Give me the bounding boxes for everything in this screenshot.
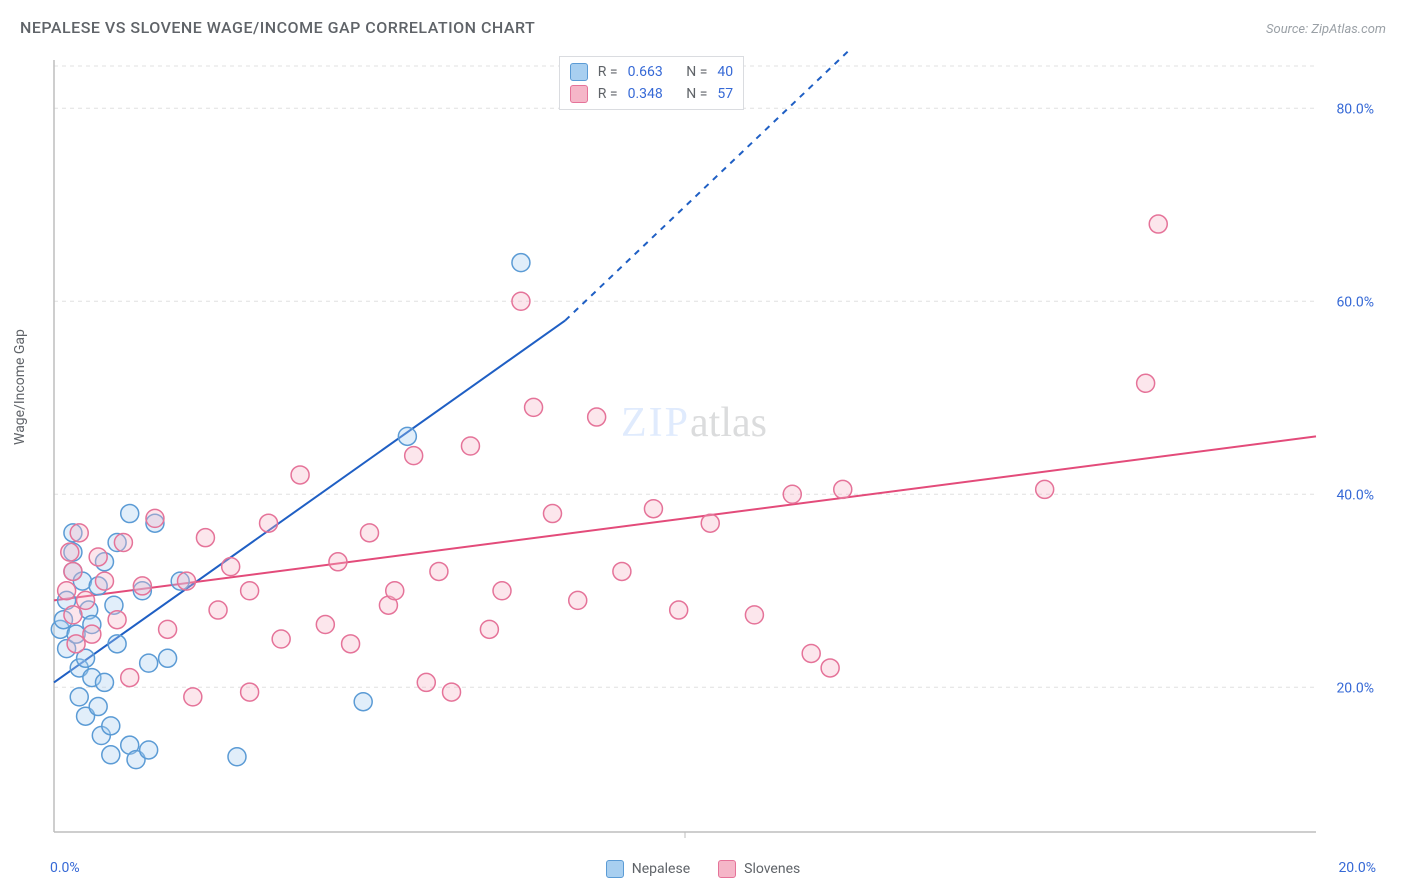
legend-swatch	[606, 860, 624, 878]
legend-item: Nepalese	[606, 860, 690, 878]
data-point	[140, 654, 158, 672]
data-point	[443, 683, 461, 701]
data-point	[89, 548, 107, 566]
data-point	[67, 635, 85, 653]
y-tick-label: 40.0%	[1336, 487, 1374, 503]
data-point	[701, 514, 719, 532]
data-point	[95, 673, 113, 691]
data-point	[316, 616, 334, 634]
legend-swatch	[570, 85, 588, 103]
data-point	[89, 698, 107, 716]
data-point	[133, 577, 151, 595]
data-point	[386, 582, 404, 600]
y-axis-label: Wage/Income Gap	[12, 329, 28, 445]
data-point	[260, 514, 278, 532]
n-label: N =	[686, 64, 707, 80]
data-point	[480, 620, 498, 638]
correlation-row: R = 0.348 N = 57	[570, 83, 733, 105]
r-value: 0.663	[628, 64, 663, 80]
data-point	[58, 582, 76, 600]
data-point	[184, 688, 202, 706]
data-point	[209, 601, 227, 619]
data-point	[121, 505, 139, 523]
data-point	[405, 447, 423, 465]
data-point	[525, 398, 543, 416]
data-point	[461, 437, 479, 455]
data-point	[588, 408, 606, 426]
data-point	[159, 649, 177, 667]
data-point	[228, 748, 246, 766]
data-point	[102, 746, 120, 764]
data-point	[802, 644, 820, 662]
y-tick-label: 80.0%	[1336, 101, 1374, 117]
data-point	[745, 606, 763, 624]
chart-container: Wage/Income Gap 20.0%40.0%60.0%80.0% ZIP…	[20, 50, 1386, 880]
y-tick-label: 20.0%	[1336, 680, 1374, 696]
legend-item: Slovenes	[718, 860, 800, 878]
data-point	[493, 582, 511, 600]
data-point	[64, 562, 82, 580]
n-label: N =	[686, 86, 707, 102]
legend-swatch	[570, 63, 588, 81]
data-point	[361, 524, 379, 542]
legend-label: Nepalese	[632, 861, 690, 877]
trend-line	[54, 436, 1316, 600]
data-point	[821, 659, 839, 677]
correlation-row: R = 0.663 N = 40	[570, 61, 733, 83]
data-point	[512, 254, 530, 272]
data-point	[241, 582, 259, 600]
data-point	[83, 625, 101, 643]
r-label: R =	[598, 64, 618, 80]
data-point	[95, 572, 113, 590]
data-point	[417, 673, 435, 691]
n-value: 40	[717, 64, 733, 80]
r-label: R =	[598, 86, 618, 102]
data-point	[354, 693, 372, 711]
data-point	[102, 717, 120, 735]
data-point	[670, 601, 688, 619]
n-value: 57	[717, 86, 733, 102]
data-point	[108, 635, 126, 653]
data-point	[1036, 480, 1054, 498]
data-point	[272, 630, 290, 648]
data-point	[342, 635, 360, 653]
data-point	[543, 505, 561, 523]
data-point	[222, 558, 240, 576]
data-point	[70, 688, 88, 706]
legend-label: Slovenes	[744, 861, 800, 877]
data-point	[398, 427, 416, 445]
series-legend: Nepalese Slovenes	[20, 860, 1386, 878]
data-point	[613, 562, 631, 580]
source-label: Source: ZipAtlas.com	[1266, 22, 1386, 37]
legend-swatch	[718, 860, 736, 878]
data-point	[108, 611, 126, 629]
correlation-legend: R = 0.663 N = 40 R = 0.348 N = 57	[559, 56, 744, 110]
data-point	[329, 553, 347, 571]
chart-title: NEPALESE VS SLOVENE WAGE/INCOME GAP CORR…	[20, 18, 535, 37]
data-point	[77, 591, 95, 609]
data-point	[140, 741, 158, 759]
data-point	[430, 562, 448, 580]
data-point	[121, 669, 139, 687]
data-point	[178, 572, 196, 590]
data-point	[70, 524, 88, 542]
r-value: 0.348	[628, 86, 663, 102]
data-point	[196, 529, 214, 547]
data-point	[512, 292, 530, 310]
data-point	[291, 466, 309, 484]
scatter-chart: 20.0% 40.0% 60.0% 80.0%	[20, 50, 1386, 880]
data-point	[834, 480, 852, 498]
data-point	[61, 543, 79, 561]
data-point	[644, 500, 662, 518]
data-point	[1149, 215, 1167, 233]
y-tick-label: 60.0%	[1336, 294, 1374, 310]
data-point	[114, 534, 132, 552]
data-point	[569, 591, 587, 609]
data-point	[159, 620, 177, 638]
data-point	[1137, 374, 1155, 392]
data-point	[241, 683, 259, 701]
data-point	[64, 606, 82, 624]
data-point	[146, 509, 164, 527]
data-point	[783, 485, 801, 503]
